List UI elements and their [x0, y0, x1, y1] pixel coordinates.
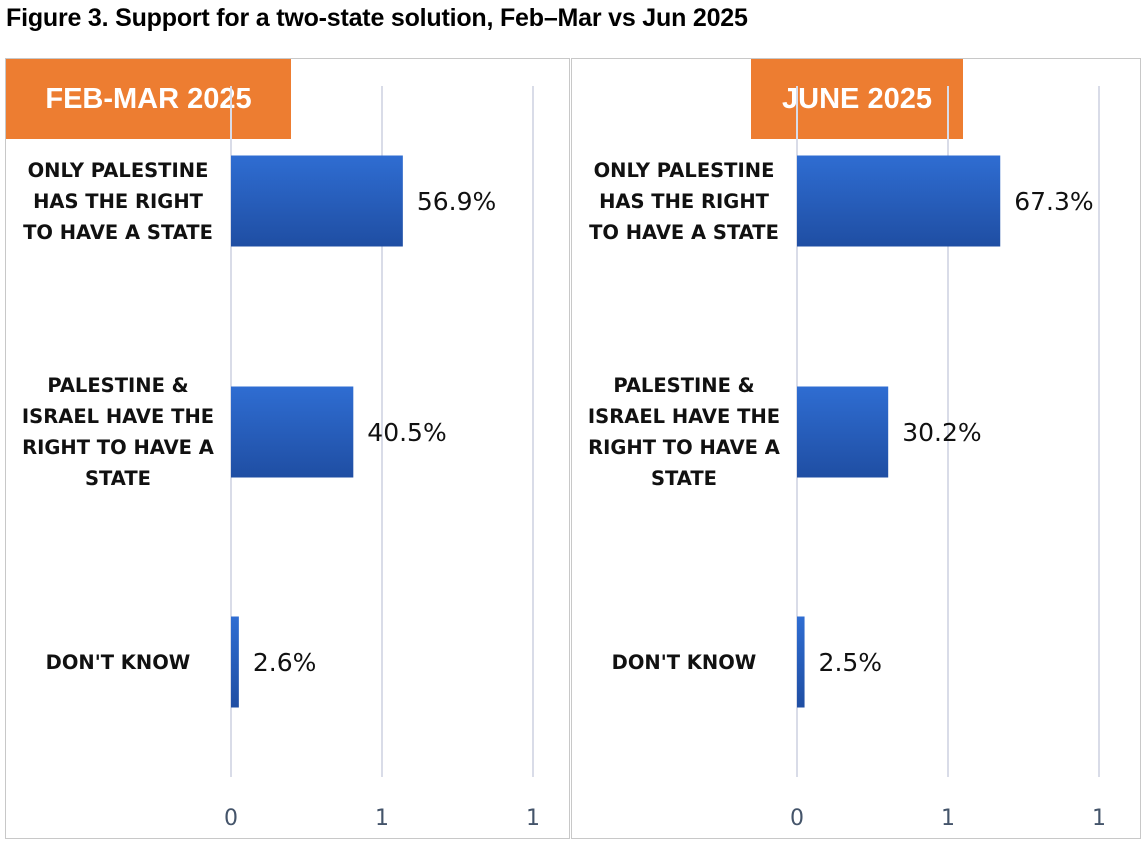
category-label: PALESTINE & ISRAEL HAVE THE RIGHT TO HAVE … — [574, 370, 794, 494]
category-label-line: PALESTINE & — [47, 374, 189, 397]
bar — [797, 155, 1001, 247]
category-label-line: STATE — [650, 467, 718, 490]
category-label-line: ISRAEL HAVE THE — [21, 405, 215, 428]
x-tick-label: 0 — [224, 806, 238, 831]
category-label-line: ONLY PALESTINE — [593, 158, 775, 182]
data-label: 30.2% — [902, 418, 981, 447]
bar — [231, 155, 403, 247]
chart-panel-june: JUNE 2025 0 1 1 67.3% 30.2% 2.5% ONLY PALESTI… — [571, 58, 1141, 839]
data-label: 67.3% — [1014, 187, 1093, 216]
figure-title: Figure 3. Support for a two-state soluti… — [6, 4, 748, 32]
category-label-line: DON'T KNOW — [611, 650, 757, 674]
x-tick-label: 1 — [526, 806, 540, 831]
chart-panel-feb-mar: FEB-MAR 2025 0 1 1 56.9% 40.5% 2.6% ONLY PALE… — [5, 58, 570, 839]
x-tick-label: 1 — [1092, 806, 1106, 831]
x-tick-label: 1 — [375, 806, 389, 831]
bar — [231, 616, 239, 708]
category-label-line: TO HAVE A STATE — [23, 220, 213, 244]
data-label: 2.6% — [253, 648, 317, 677]
bar-chart-june: 0 1 1 67.3% 30.2% 2.5% — [790, 86, 1106, 831]
x-tick-label: 0 — [790, 806, 804, 831]
bar — [797, 616, 805, 708]
panel-header-feb-mar: FEB-MAR 2025 — [6, 59, 291, 139]
category-label-line: STATE — [84, 467, 152, 490]
category-label: DON'T KNOW — [574, 647, 794, 678]
category-label: DON'T KNOW — [8, 647, 228, 678]
bar — [797, 386, 889, 478]
category-label-line: TO HAVE A STATE — [589, 220, 779, 244]
panel-header-june: JUNE 2025 — [751, 59, 963, 139]
category-label-line: RIGHT TO HAVE A — [22, 436, 214, 459]
data-label: 56.9% — [417, 187, 496, 216]
category-label-line: HAS THE RIGHT — [33, 189, 203, 213]
category-label-line: HAS THE RIGHT — [599, 189, 769, 213]
category-label: ONLY PALESTINE HAS THE RIGHT TO HAVE A STA… — [574, 155, 794, 248]
data-label: 2.5% — [819, 648, 883, 677]
data-label: 40.5% — [367, 418, 446, 447]
x-tick-label: 1 — [941, 806, 955, 831]
category-label-line: DON'T KNOW — [45, 650, 191, 674]
bar-chart-feb-mar: 0 1 1 56.9% 40.5% 2.6% — [224, 86, 540, 831]
category-label-line: RIGHT TO HAVE A — [588, 436, 780, 459]
category-label-line: ISRAEL HAVE THE — [587, 405, 781, 428]
category-label: PALESTINE & ISRAEL HAVE THE RIGHT TO HAVE … — [8, 370, 228, 494]
category-label-line: ONLY PALESTINE — [27, 158, 209, 182]
category-label: ONLY PALESTINE HAS THE RIGHT TO HAVE A STA… — [8, 155, 228, 248]
category-label-line: PALESTINE & — [613, 374, 755, 397]
bar — [231, 386, 354, 478]
